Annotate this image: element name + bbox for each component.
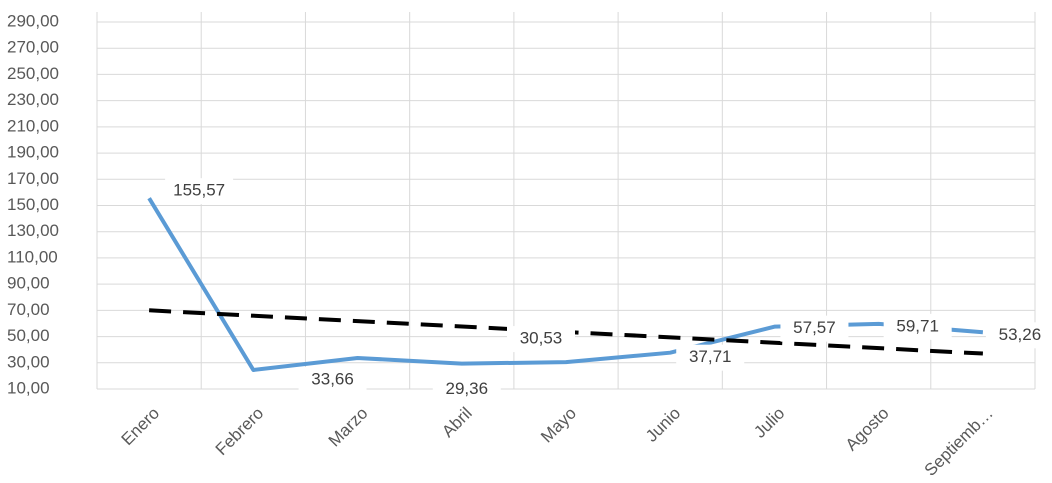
data-label: 33,66 — [311, 369, 354, 388]
y-tick-label: 110,00 — [7, 247, 58, 266]
data-label-bg — [298, 366, 367, 393]
data-label: 29,36 — [446, 379, 489, 398]
data-label: 37,71 — [689, 347, 732, 366]
x-tick-label: Enero — [118, 404, 164, 450]
y-tick-label: 230,00 — [7, 90, 59, 109]
y-tick-label: 270,00 — [7, 38, 59, 57]
y-tick-label: 290,00 — [7, 11, 59, 30]
data-label-bg — [985, 322, 1052, 349]
data-label: 59,71 — [896, 316, 939, 335]
data-label-bg — [165, 178, 234, 205]
data-label-bg — [676, 344, 745, 371]
y-tick-label: 210,00 — [7, 116, 59, 135]
data-label: 30,53 — [520, 329, 563, 348]
y-tick-label: 10,00 — [7, 378, 50, 397]
y-tick-label: 130,00 — [7, 221, 59, 240]
x-tick-label: Febrero — [212, 404, 268, 460]
y-tick-label: 70,00 — [7, 300, 50, 319]
data-label-bg — [432, 376, 501, 403]
data-label: 57,57 — [793, 318, 836, 337]
y-tick-label: 190,00 — [7, 143, 59, 162]
x-tick-label: Julio — [750, 404, 788, 442]
y-tick-label: 150,00 — [7, 195, 59, 214]
x-tick-label: Mayo — [537, 404, 580, 447]
y-tick-label: 90,00 — [7, 274, 50, 293]
data-label-bg — [507, 326, 575, 353]
data-label: 53,26 — [999, 325, 1042, 344]
y-tick-label: 170,00 — [7, 169, 59, 188]
x-tick-label: Abril — [438, 404, 475, 441]
y-tick-label: 50,00 — [7, 326, 50, 345]
y-tick-label: 30,00 — [7, 352, 50, 371]
y-tick-label: 250,00 — [7, 64, 59, 83]
data-label-bg — [883, 313, 952, 340]
data-label: 155,57 — [173, 181, 225, 200]
x-tick-label: Marzo — [325, 404, 372, 451]
data-label-bg — [780, 315, 849, 342]
x-tick-label: Junio — [642, 404, 684, 446]
x-tick-label: Septiemb… — [921, 404, 997, 480]
x-tick-label: Agosto — [842, 404, 893, 455]
